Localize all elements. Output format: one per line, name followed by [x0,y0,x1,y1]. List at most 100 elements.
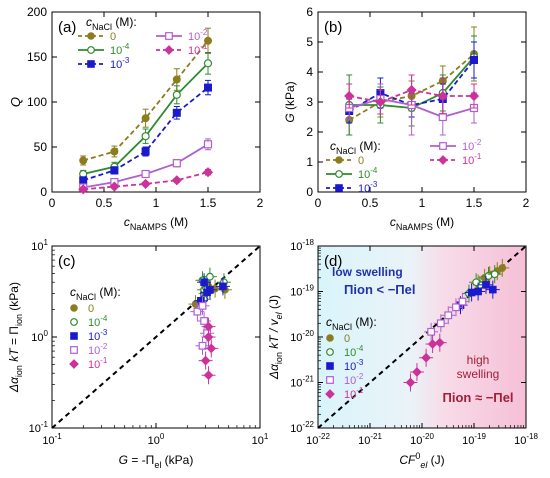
data-point [490,270,499,279]
data-point [204,36,212,45]
data-point [198,301,207,310]
x-tick-label: 10-18 [514,432,538,447]
data-point [375,96,386,108]
legend-title: cNaCl (M): [86,15,137,32]
legend-marker [335,184,343,192]
y-tick-label: 2 [306,125,313,139]
data-point [452,303,460,312]
legend-label: 10-2 [462,138,482,153]
annotation-swelling: swelling [457,367,500,381]
legend-title: cNaCl (M): [330,139,381,156]
x-axis-label: G = -Πel (kPa) [119,453,194,470]
data-point [110,147,119,156]
legend-marker [326,376,334,384]
y-axis-label: Δαion kT / vel (J) [267,295,284,380]
legend-marker [164,45,174,55]
data-point [78,184,89,195]
y-tick-label: 10-1 [29,420,49,435]
legend-marker [326,348,334,356]
data-point [405,377,416,388]
legend: cNaCl (M):010-410-310-210-1 [325,315,377,401]
y-tick-label: 4 [306,65,313,79]
data-point [421,352,431,363]
legend-marker [70,346,78,354]
legend-marker [87,32,95,40]
x-tick-label: 10-22 [306,432,330,447]
data-point [436,319,445,328]
y-tick-label: 1 [306,155,313,169]
x-tick-label: 2 [523,196,530,210]
y-axis-label: Q [8,97,23,107]
annotation-high-eq: Πion ≈ −Πel [442,390,513,405]
x-axis-label: CF0el (J) [399,451,444,470]
data-point [482,281,490,289]
y-tick-label: 200 [27,5,47,19]
data-point [206,343,217,354]
legend-label: 0 [344,333,350,345]
legend-label: 0 [110,31,116,43]
x-axis-label: cNaAMPS (M) [390,215,454,232]
legend-label: 10-3 [110,56,130,71]
series-line [82,40,209,162]
y-tick-label: 0 [40,185,47,199]
x-tick-label: 0.5 [362,196,379,210]
x-axis-label: cNaAMPS (M) [124,215,188,232]
legend-label: 10-3 [358,180,378,195]
x-tick-label: 0 [315,196,322,210]
y-tick-label: 10-21 [290,375,314,390]
legend-label: 10-4 [88,314,108,329]
data-point [470,56,478,64]
data-point [193,307,202,316]
legend-marker [325,389,335,399]
series-10-1 [198,317,219,385]
panel-label: (a) [58,19,76,36]
y-tick-label: 150 [27,50,47,64]
data-point [203,332,214,342]
y-axis-label: Δαion kT = Πion (kPa) [7,282,24,393]
y-tick-label: 10-19 [290,284,314,299]
data-point [79,176,88,185]
annotation-low-eq: Πion < −Πel [344,282,416,297]
data-point [171,175,182,186]
x-tick-label: 1.5 [466,196,483,210]
data-point [437,90,448,102]
legend-label: 10-2 [88,342,108,357]
data-point [200,355,211,366]
legend-label: 0 [88,303,94,315]
data-point [172,108,181,117]
legend-label: 10-2 [344,372,364,387]
data-point [172,90,181,99]
identity-line [51,245,261,429]
panel-label: (c) [58,253,76,270]
data-point [467,288,476,297]
legend-marker [438,155,448,165]
legend-title: cNaCl (M): [326,315,377,332]
legend-marker [326,362,334,370]
y-tick-label: 100 [27,95,47,109]
data-point [109,181,120,192]
series-line [82,86,209,182]
data-point [172,75,181,84]
series-10-1 [403,333,447,392]
x-tick-label: 10-19 [462,432,486,447]
x-tick-label: 10-20 [410,432,434,447]
x-tick-label: 0.5 [96,196,113,210]
data-point [203,140,213,149]
legend-marker [335,170,343,178]
data-point [141,114,150,123]
data-point [412,367,422,377]
data-point [427,327,436,336]
x-tick-label: 1.5 [200,196,217,210]
legend-marker [69,359,79,369]
data-point [110,166,119,175]
panel-label: (d) [324,253,342,270]
legend-label: 10-3 [88,328,108,343]
annotation-high: high [467,353,490,367]
x-tick-label: 2 [257,196,264,210]
legend-label: 10-1 [88,356,108,371]
series-0 [79,27,212,166]
data-point [140,178,151,189]
data-point [202,167,214,178]
